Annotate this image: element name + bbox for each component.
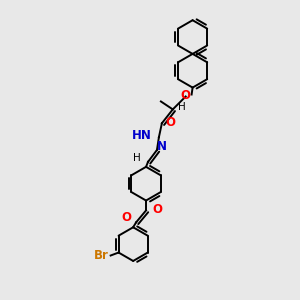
Text: O: O [121, 211, 131, 224]
Text: H: H [133, 153, 141, 163]
Text: O: O [166, 116, 176, 129]
Text: H: H [178, 102, 185, 112]
Text: HN: HN [132, 129, 152, 142]
Text: O: O [181, 89, 191, 102]
Text: O: O [152, 203, 162, 216]
Text: Br: Br [94, 249, 109, 262]
Text: N: N [157, 140, 167, 152]
